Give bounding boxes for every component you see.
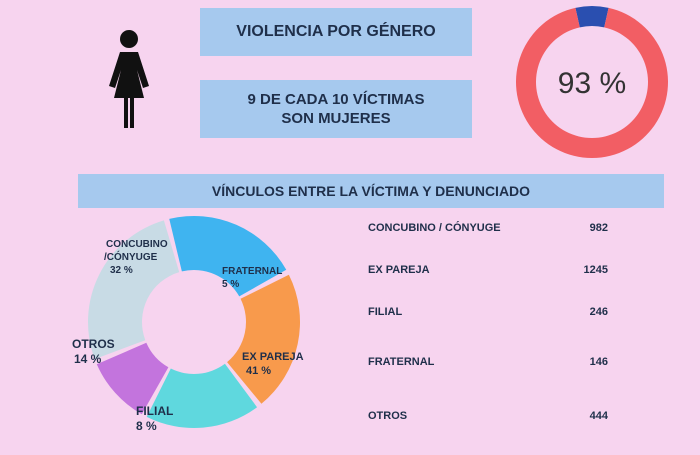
legend-value: 246 <box>589 306 608 318</box>
donut-segment-other <box>575 6 609 28</box>
legend-label: FRATERNAL <box>368 356 435 368</box>
slice-label-ex-pareja: EX PAREJA <box>242 351 304 363</box>
subtitle-box: 9 DE CADA 10 VÍCTIMAS SON MUJERES <box>200 80 472 138</box>
slice-label-fraternal: FRATERNAL <box>222 266 282 277</box>
legend-label: FILIAL <box>368 306 403 318</box>
pie-slice-fraternal <box>169 216 287 297</box>
legend-row: CONCUBINO / CÓNYUGE 982 <box>368 222 608 234</box>
legend-label: CONCUBINO / CÓNYUGE <box>368 222 501 234</box>
slice-pct-ex-pareja: 41 % <box>246 365 271 377</box>
slice-pct-filial: 8 % <box>136 419 157 433</box>
section-header: VÍNCULOS ENTRE LA VÍCTIMA Y DENUNCIADO <box>78 174 664 208</box>
title-box: VIOLENCIA POR GÉNERO <box>200 8 472 56</box>
legend-label: EX PAREJA <box>368 264 430 276</box>
legend-value: 146 <box>589 356 608 368</box>
legend-value: 444 <box>589 410 608 422</box>
percent-donut: 93 % <box>516 6 668 159</box>
legend-label: OTROS <box>368 410 408 422</box>
slice-pct-otros: 14 % <box>74 352 102 366</box>
pie-slice-ex-pareja <box>227 274 300 404</box>
relationship-pie-chart: CONCUBINO /CÓNYUGE 32 % FRATERNAL 5 % EX… <box>72 216 304 433</box>
pie-slice-concubino <box>88 220 180 360</box>
slice-label-concubino-2: /CÓNYUGE <box>104 250 158 263</box>
legend-value: 982 <box>589 222 608 234</box>
pie-slice-otros <box>96 342 169 415</box>
slice-label-filial: FILIAL <box>136 404 173 418</box>
page-title: VIOLENCIA POR GÉNERO <box>236 23 436 40</box>
slice-pct-concubino: 32 % <box>110 265 133 276</box>
section-header-text: VÍNCULOS ENTRE LA VÍCTIMA Y DENUNCIADO <box>211 183 531 199</box>
slice-label-otros: OTROS <box>72 337 115 351</box>
slice-pct-fraternal: 5 % <box>222 279 239 290</box>
subtitle-line-1: 9 DE CADA 10 VÍCTIMAS <box>247 91 425 108</box>
legend-row: EX PAREJA 1245 <box>368 264 608 276</box>
woman-icon <box>109 30 149 128</box>
slice-label-concubino: CONCUBINO <box>106 239 168 250</box>
legend-value: 1245 <box>583 264 608 276</box>
pie-slice-filial <box>146 363 258 428</box>
subtitle-line-2: SON MUJERES <box>281 110 391 127</box>
donut-percent-label: 93 % <box>558 67 626 100</box>
legend-row: OTROS 444 <box>368 410 608 422</box>
legend-row: FILIAL 246 <box>368 306 608 318</box>
legend-row: FRATERNAL 146 <box>368 356 608 368</box>
